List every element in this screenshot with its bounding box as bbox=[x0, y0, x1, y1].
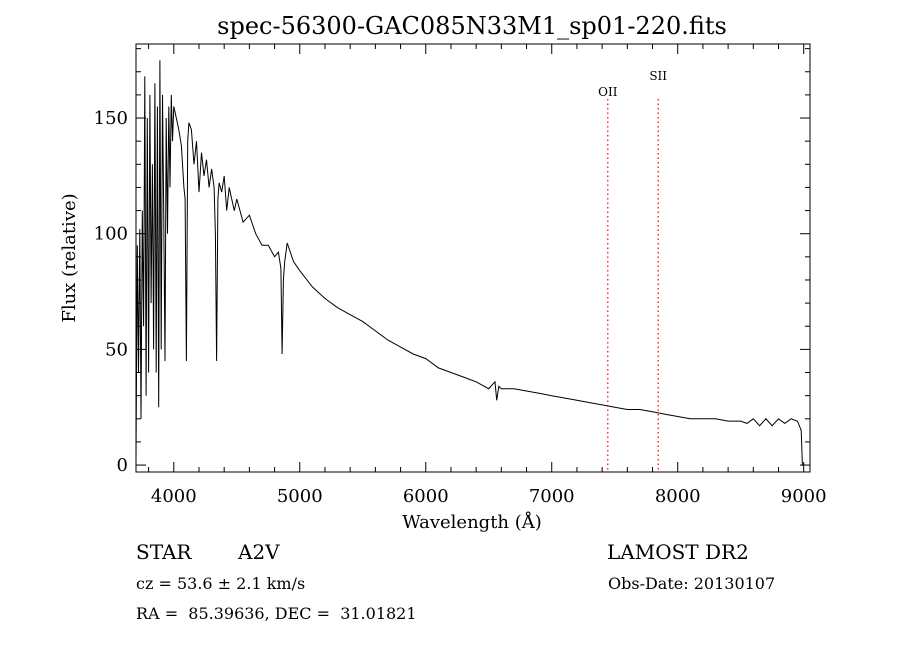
x-tick-label: 8000 bbox=[655, 486, 701, 507]
emission-line-label: OII bbox=[598, 85, 618, 99]
y-axis-label: Flux (relative) bbox=[59, 193, 80, 322]
emission-line-label: SII bbox=[649, 69, 667, 83]
emission-line-markers: OII SII bbox=[598, 69, 667, 472]
x-axis-ticks: 4000 5000 6000 7000 8000 9000 bbox=[148, 44, 827, 507]
object-class: STAR bbox=[136, 540, 192, 564]
x-tick-label: 9000 bbox=[781, 486, 827, 507]
x-tick-label: 6000 bbox=[403, 486, 449, 507]
x-axis-label: Wavelength (Å) bbox=[402, 511, 542, 533]
x-tick-label: 7000 bbox=[529, 486, 575, 507]
observation-date: Obs-Date: 20130107 bbox=[608, 574, 776, 593]
survey-name: LAMOST DR2 bbox=[607, 540, 749, 564]
y-tick-label: 150 bbox=[94, 108, 128, 129]
x-tick-label: 4000 bbox=[151, 486, 197, 507]
coordinates: RA = 85.39636, DEC = 31.01821 bbox=[136, 604, 417, 623]
plot-frame bbox=[135, 43, 811, 473]
y-tick-label: 100 bbox=[94, 224, 128, 245]
y-axis-ticks: 0 50 100 150 bbox=[94, 48, 810, 476]
spectral-subclass: A2V bbox=[238, 540, 280, 564]
redshift-value: cz = 53.6 ± 2.1 km/s bbox=[136, 574, 306, 593]
spectrum-line bbox=[136, 60, 804, 466]
plot-frame-group bbox=[135, 43, 811, 473]
y-tick-label: 50 bbox=[105, 339, 128, 360]
chart-title: spec-56300-GAC085N33M1_sp01-220.fits bbox=[217, 12, 727, 40]
x-tick-label: 5000 bbox=[277, 486, 323, 507]
y-tick-label: 0 bbox=[117, 455, 128, 476]
